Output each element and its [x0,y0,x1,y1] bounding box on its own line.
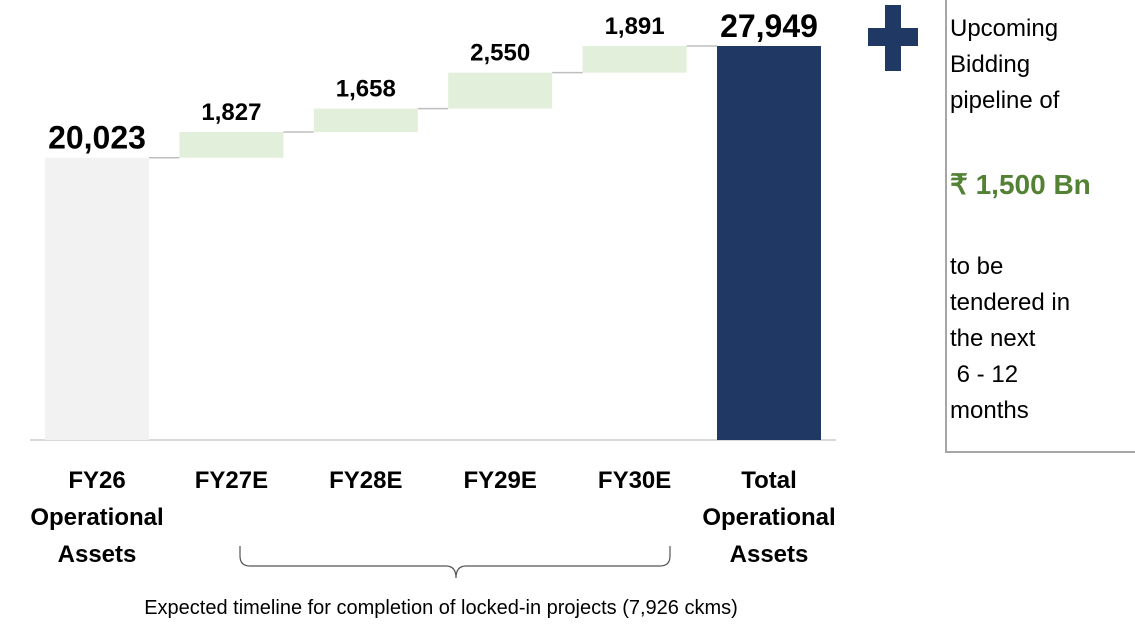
side-text: months [950,397,1029,424]
side-highlight: ₹ 1,500 Bn [950,169,1091,200]
x-tick-label: FY27E [195,467,268,494]
side-text: Bidding [950,51,1030,78]
side-text: tendered in [950,289,1070,316]
x-tick-label: Total [741,467,797,494]
value-label: 1,827 [201,99,261,126]
side-box [945,0,1135,453]
x-tick-label: Operational [30,504,163,531]
side-text: 6 - 12 [950,361,1018,388]
value-label: 2,550 [470,40,530,67]
x-tick-label: FY28E [329,467,402,494]
side-text: the next [950,325,1036,352]
bar [448,72,553,109]
bracket [239,546,671,579]
x-tick-label: Assets [58,541,137,568]
x-tick-label: FY26 [68,467,125,494]
side-text: pipeline of [950,87,1060,114]
annotation: Expected timeline for completion of lock… [144,597,738,619]
bar [313,108,418,132]
plus-bar [885,5,901,71]
value-label: 1,891 [605,13,665,40]
plus-icon [868,5,918,71]
value-label: 1,658 [336,76,396,103]
bar [179,131,284,158]
x-tick-label: FY30E [598,467,671,494]
bar [717,46,821,440]
side-text: to be [950,253,1003,280]
bar [45,157,149,441]
x-tick-label: Assets [730,541,809,568]
value-label: 20,023 [48,120,146,156]
x-tick-label: FY29E [464,467,537,494]
side-text: Upcoming [950,15,1058,42]
bar [582,46,687,73]
value-label: 27,949 [720,8,818,44]
x-tick-label: Operational [702,504,835,531]
